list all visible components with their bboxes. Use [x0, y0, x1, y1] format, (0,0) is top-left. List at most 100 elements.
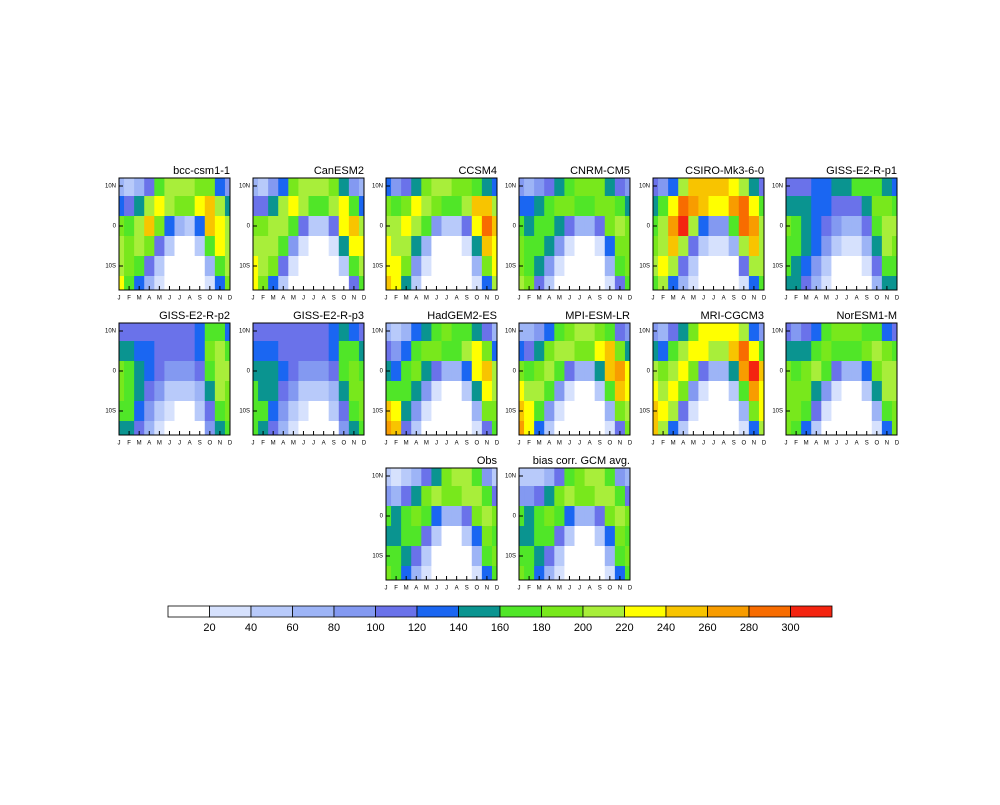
- cell: [791, 381, 802, 402]
- cell: [534, 381, 545, 402]
- cell: [358, 361, 364, 382]
- x-tick-label: A: [547, 441, 551, 447]
- cell: [564, 421, 575, 435]
- cell: [421, 546, 432, 567]
- cell: [524, 178, 535, 197]
- cell: [851, 178, 863, 197]
- cell: [224, 276, 230, 290]
- cell: [564, 323, 575, 342]
- cell: [318, 323, 330, 342]
- cell: [614, 361, 626, 382]
- cell: [411, 196, 422, 217]
- cell: [298, 256, 309, 277]
- cell: [144, 236, 155, 257]
- cell: [821, 178, 832, 197]
- cell: [471, 361, 483, 382]
- cell: [441, 323, 453, 342]
- cell: [214, 341, 226, 362]
- cell: [708, 276, 720, 290]
- cell: [544, 276, 555, 290]
- colorbar-label: 220: [615, 622, 633, 634]
- cell: [821, 276, 832, 290]
- cell: [584, 216, 596, 237]
- x-tick-label: O: [341, 441, 346, 447]
- cell: [871, 196, 883, 217]
- cell: [881, 276, 893, 290]
- cell: [584, 566, 596, 580]
- cell: [811, 216, 822, 237]
- cell: [801, 341, 812, 362]
- field: [519, 468, 630, 580]
- plot-frame: [118, 322, 231, 436]
- y-tick-label: 10N: [639, 184, 650, 190]
- cell: [278, 256, 289, 277]
- cell: [174, 236, 186, 257]
- cell: [861, 361, 873, 382]
- cell: [124, 361, 135, 382]
- cell: [574, 341, 586, 362]
- x-tick-label: M: [691, 441, 696, 447]
- cell: [288, 178, 299, 197]
- x-tick-label: M: [824, 296, 829, 302]
- cell: [841, 178, 853, 197]
- cell: [451, 341, 463, 362]
- cell: [421, 276, 432, 290]
- cell: [318, 361, 330, 382]
- cell: [441, 381, 453, 402]
- cell: [401, 178, 412, 197]
- cell: [386, 236, 392, 257]
- cell: [461, 361, 473, 382]
- cell: [668, 256, 679, 277]
- cell: [391, 381, 402, 402]
- cell: [688, 276, 699, 290]
- cell: [821, 216, 832, 237]
- y-tick-label: 10N: [372, 329, 383, 335]
- cell: [481, 381, 493, 402]
- cell: [544, 216, 555, 237]
- cell: [258, 276, 269, 290]
- cell: [471, 526, 483, 547]
- cell: [268, 401, 279, 422]
- cell: [594, 506, 606, 527]
- cell: [164, 381, 175, 402]
- colorbar-box: [375, 605, 418, 618]
- cell: [164, 401, 175, 422]
- cell: [544, 381, 555, 402]
- cell: [584, 486, 596, 507]
- cell: [758, 341, 764, 362]
- cell: [386, 196, 392, 217]
- cell: [253, 196, 259, 217]
- cell: [491, 276, 497, 290]
- cell: [214, 361, 226, 382]
- x-tick-label: O: [474, 441, 479, 447]
- cell: [851, 361, 863, 382]
- x-tick-label: S: [598, 441, 602, 447]
- cell: [678, 421, 689, 435]
- cell: [861, 401, 873, 422]
- cell: [391, 178, 402, 197]
- colorbar-label: 100: [366, 622, 384, 634]
- cell: [471, 468, 483, 487]
- cell: [194, 196, 206, 217]
- cell: [204, 276, 216, 290]
- cell: [441, 506, 453, 527]
- cell: [748, 256, 760, 277]
- cell: [871, 421, 883, 435]
- cell: [891, 401, 897, 422]
- cell: [614, 381, 626, 402]
- cell: [119, 341, 125, 362]
- cell: [688, 401, 699, 422]
- cell: [411, 276, 422, 290]
- x-tick-label: M: [557, 441, 562, 447]
- cell: [786, 178, 792, 197]
- cell: [604, 216, 616, 237]
- cell: [614, 546, 626, 567]
- cell: [791, 401, 802, 422]
- cell: [841, 276, 853, 290]
- y-tick-label: 0: [380, 369, 384, 375]
- cell: [554, 276, 565, 290]
- cell: [604, 178, 616, 197]
- cell: [718, 401, 730, 422]
